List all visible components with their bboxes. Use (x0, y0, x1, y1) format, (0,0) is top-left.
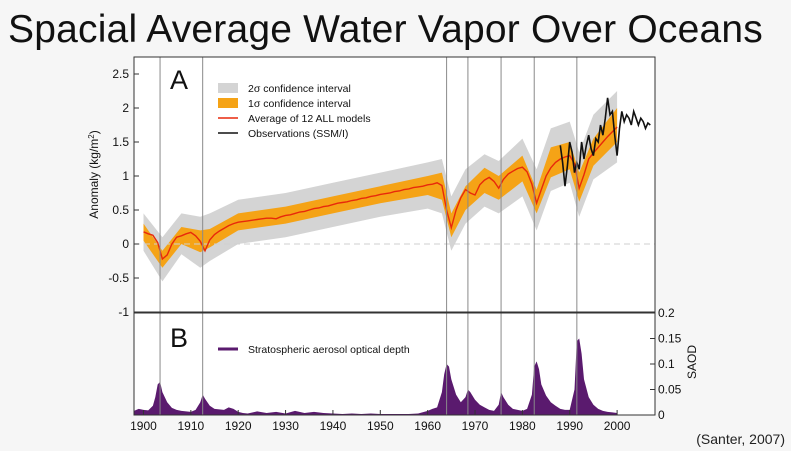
panel-b-legend: Stratospheric aerosol optical depth (218, 344, 410, 356)
x-tick-label: 1940 (320, 419, 347, 433)
saod-tick-label: 0 (658, 408, 665, 422)
panel-b-border (133, 312, 656, 416)
panel-b-y-label: SAOD (685, 345, 699, 379)
legend-label-obs: Observations (SSM/I) (248, 128, 348, 140)
saod-tick-label: 0.1 (658, 357, 675, 371)
saod-tick-label: 0.05 (658, 383, 682, 397)
saod-tick-label: 0.2 (658, 306, 675, 320)
citation: (Santer, 2007) (696, 431, 785, 447)
x-tick-label: 1990 (556, 419, 583, 433)
model-mean-line (143, 126, 618, 261)
x-tick-label: 1910 (177, 419, 204, 433)
ci-1sigma-band (143, 108, 618, 268)
x-tick-label: 1920 (225, 419, 252, 433)
y-label-main: Anomaly (kg/m (87, 139, 101, 219)
panel-a-letter: A (170, 65, 188, 95)
y-tick-label: -1 (118, 305, 129, 319)
legend-label-ci2: 2σ confidence interval (248, 83, 351, 95)
y-tick-label: 2.5 (112, 67, 129, 81)
y-tick-label: -0.5 (108, 271, 129, 285)
observations-line (559, 97, 651, 187)
x-tick-label: 1980 (509, 419, 536, 433)
legend-label-saod: Stratospheric aerosol optical depth (248, 344, 410, 356)
panel-a-legend: 2σ confidence interval 1σ confidence int… (218, 83, 371, 140)
x-tick-label: 1960 (414, 419, 441, 433)
y-tick-label: 1 (122, 169, 129, 183)
y-tick-label: 2 (122, 101, 129, 115)
panel-b-letter: B (170, 323, 188, 353)
legend-label-model: Average of 12 ALL models (248, 113, 371, 125)
y-tick-label: 0 (122, 237, 129, 251)
panel-a-y-label: Anomaly (kg/m2) (87, 130, 101, 218)
legend-swatch-ci2 (218, 83, 238, 93)
panel-a-lines (143, 97, 651, 261)
saod-tick-label: 0.15 (658, 332, 682, 346)
y-label-close: ) (87, 130, 101, 134)
legend-swatch-ci1 (218, 98, 238, 108)
y-label-superscript: 2 (87, 134, 96, 139)
panel-a-confidence-bands (143, 91, 618, 282)
x-axis: 1900 1910 1920 1930 1940 1950 1960 1970 1980 1990… (130, 410, 631, 433)
x-tick-label: 1950 (367, 419, 394, 433)
x-tick-label: 1970 (462, 419, 489, 433)
legend-label-ci1: 1σ confidence interval (248, 98, 351, 110)
panel-a-border (133, 56, 656, 313)
eruption-lines (159, 57, 578, 415)
x-tick-label: 1930 (272, 419, 299, 433)
y-tick-label: 1.5 (112, 135, 129, 149)
y-tick-label: 0.5 (112, 203, 129, 217)
x-tick-label: 1900 (130, 419, 157, 433)
x-tick-label: 2000 (604, 419, 631, 433)
slide-title: Spacial Average Water Vapor Over Oceans (8, 8, 763, 51)
